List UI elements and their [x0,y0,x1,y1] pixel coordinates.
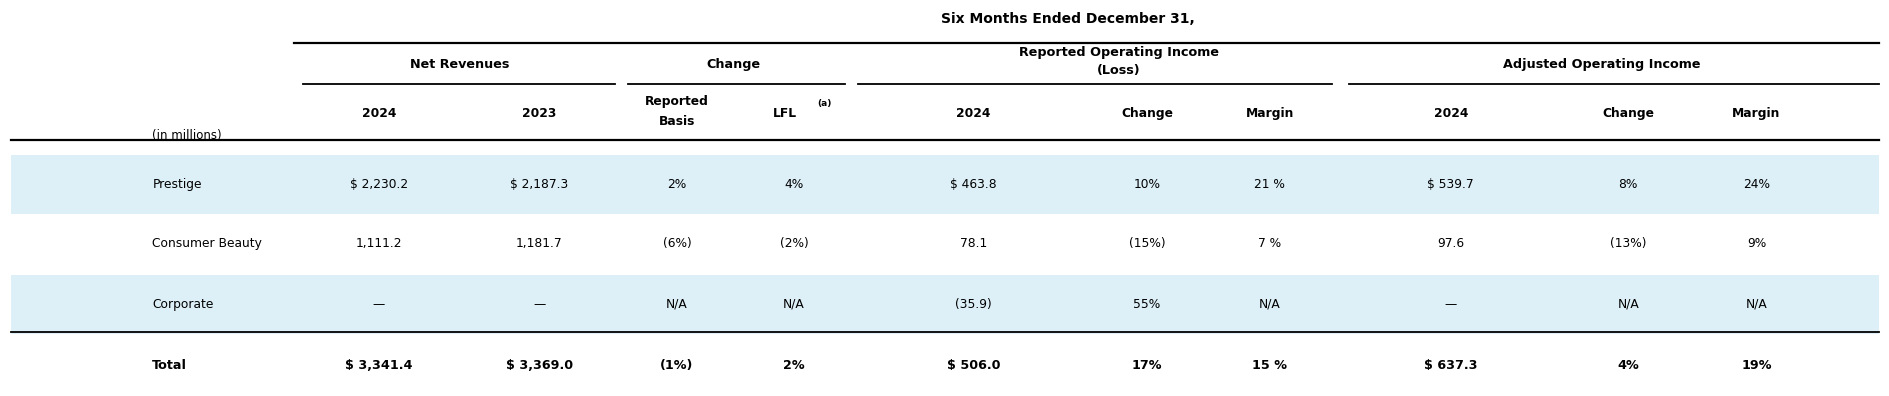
Text: (1%): (1%) [659,359,693,371]
Text: (Loss): (Loss) [1096,64,1139,77]
Text: Change: Change [1602,107,1653,120]
Text: Margin: Margin [1245,107,1294,120]
Text: (35.9): (35.9) [954,298,992,311]
Text: 2%: 2% [782,359,805,371]
Text: 21 %: 21 % [1254,178,1285,191]
Text: Adjusted Operating Income: Adjusted Operating Income [1502,58,1700,71]
Text: 1,111.2: 1,111.2 [355,237,402,250]
Text: Corporate: Corporate [153,298,213,311]
Text: 2024: 2024 [1434,107,1468,120]
Text: (in millions): (in millions) [153,129,221,142]
Text: 15 %: 15 % [1251,359,1286,371]
Text: $ 3,341.4: $ 3,341.4 [346,359,412,371]
Text: $ 539.7: $ 539.7 [1426,178,1473,191]
Text: $ 3,369.0: $ 3,369.0 [506,359,572,371]
Text: —: — [372,298,385,311]
Text: Six Months Ended December 31,: Six Months Ended December 31, [941,12,1194,26]
Text: LFL: LFL [773,107,797,120]
Text: 10%: 10% [1133,178,1160,191]
Text: $ 2,230.2: $ 2,230.2 [349,178,408,191]
FancyBboxPatch shape [11,275,1878,334]
Text: 17%: 17% [1132,359,1162,371]
FancyBboxPatch shape [11,155,1878,214]
Text: Total: Total [153,359,187,371]
Text: Reported: Reported [644,95,708,108]
Text: Reported Operating Income: Reported Operating Income [1018,46,1218,59]
Text: Prestige: Prestige [153,178,202,191]
Text: 78.1: 78.1 [960,237,986,250]
Text: Change: Change [1120,107,1173,120]
Text: 9%: 9% [1745,237,1764,250]
Text: —: — [1443,298,1456,311]
Text: 7 %: 7 % [1258,237,1281,250]
Text: $ 637.3: $ 637.3 [1422,359,1477,371]
Text: Net Revenues: Net Revenues [410,58,510,71]
Text: Basis: Basis [659,115,695,128]
Text: 4%: 4% [1617,359,1638,371]
Text: N/A: N/A [665,298,688,311]
Text: (6%): (6%) [663,237,691,250]
Text: 4%: 4% [784,178,803,191]
Text: 19%: 19% [1740,359,1770,371]
Text: 8%: 8% [1617,178,1638,191]
Text: 97.6: 97.6 [1436,237,1464,250]
Text: N/A: N/A [782,298,805,311]
Text: 1,181.7: 1,181.7 [516,237,563,250]
Text: (2%): (2%) [780,237,808,250]
Text: 55%: 55% [1133,298,1160,311]
Text: 24%: 24% [1742,178,1770,191]
Text: $ 2,187.3: $ 2,187.3 [510,178,569,191]
Text: (a): (a) [816,99,831,108]
Text: —: — [533,298,546,311]
Text: $ 463.8: $ 463.8 [950,178,996,191]
Text: N/A: N/A [1617,298,1638,311]
Text: Margin: Margin [1732,107,1779,120]
Text: 2024: 2024 [361,107,397,120]
Text: 2024: 2024 [956,107,990,120]
Text: 2%: 2% [667,178,686,191]
Text: Change: Change [706,58,759,71]
Text: N/A: N/A [1258,298,1281,311]
Text: N/A: N/A [1745,298,1766,311]
Text: $ 506.0: $ 506.0 [946,359,999,371]
Text: 2023: 2023 [521,107,555,120]
Text: (15%): (15%) [1128,237,1166,250]
Text: (13%): (13%) [1609,237,1645,250]
Text: Consumer Beauty: Consumer Beauty [153,237,263,250]
